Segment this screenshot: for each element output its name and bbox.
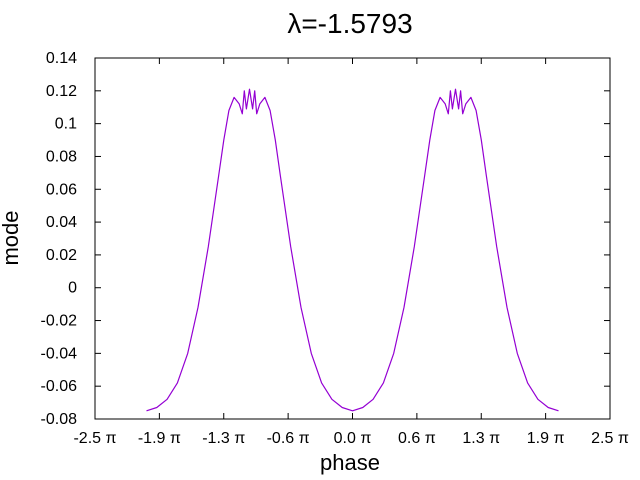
y-axis: -0.08 -0.06 -0.04 -0.02 0 0.02 0.04 0.06 0.08 0.1… xyxy=(41,50,610,428)
x-tick-label: 0.6 π xyxy=(398,430,436,447)
y-tick-label: -0.08 xyxy=(41,411,78,428)
y-tick-label: 0.06 xyxy=(46,181,77,198)
y-tick-label: 0.04 xyxy=(46,214,77,231)
x-axis: -2.5 π -1.9 π -1.3 π -0.6 π 0.0 π 0.6 π 1.3 π 1… xyxy=(73,58,629,447)
y-tick-label: 0.12 xyxy=(46,83,77,100)
x-tick-label: 2.5 π xyxy=(591,430,629,447)
x-tick-label: 0.0 π xyxy=(334,430,372,447)
plot-area-border xyxy=(94,57,611,420)
y-tick-label: 0.1 xyxy=(55,116,77,133)
y-tick-label: -0.02 xyxy=(41,313,78,330)
plot-frame xyxy=(94,57,611,420)
y-tick-label: 0 xyxy=(68,280,77,297)
x-tick-label: -1.9 π xyxy=(138,430,181,447)
y-tick-label: 0.14 xyxy=(46,50,77,67)
x-tick-label: -0.6 π xyxy=(267,430,310,447)
x-tick-label: 1.9 π xyxy=(527,430,565,447)
y-tick-label: 0.08 xyxy=(46,148,77,165)
x-tick-label: 1.3 π xyxy=(462,430,500,447)
series-line xyxy=(146,88,559,412)
series-layer xyxy=(146,88,559,412)
x-axis-title: phase xyxy=(320,450,380,475)
y-tick-label: -0.06 xyxy=(41,378,78,395)
y-axis-title: mode xyxy=(0,210,23,265)
x-tick-label: -2.5 π xyxy=(73,430,116,447)
x-tick-label: -1.3 π xyxy=(202,430,245,447)
chart-title: λ=-1.5793 xyxy=(287,8,412,39)
y-tick-label: 0.02 xyxy=(46,247,77,264)
y-tick-label: -0.04 xyxy=(41,345,78,362)
